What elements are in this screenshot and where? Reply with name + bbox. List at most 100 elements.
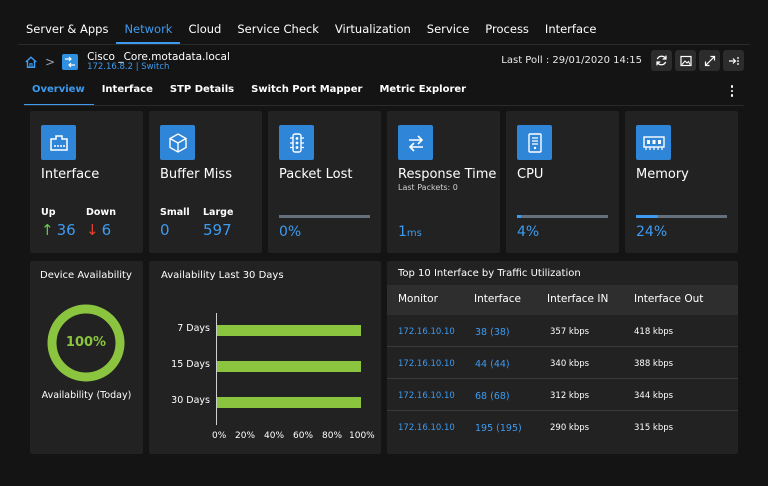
image-icon — [679, 55, 692, 66]
device-name[interactable]: Cisco _Core.motadata.local — [87, 51, 230, 64]
table-row[interactable]: 172.16.10.10 38 (38) 357 kbps 418 kbps — [387, 315, 738, 347]
cpu-bar-fill — [517, 215, 521, 218]
top10-interface-panel: Top 10 Interface by Traffic Utilization … — [387, 261, 738, 454]
breadcrumb: > Cisco _Core.motadata.local 172.16.8.2 … — [24, 50, 230, 74]
packet-lost-bar — [279, 215, 370, 218]
response-time-tile[interactable]: Response Time Last Packets: 0 1ms — [387, 111, 500, 253]
tab-switch-port-mapper[interactable]: Switch Port Mapper — [251, 84, 363, 95]
interface-in: 357 kbps — [550, 327, 590, 337]
home-icon[interactable] — [24, 55, 38, 69]
interface-in: 312 kbps — [550, 391, 590, 401]
interface-out: 388 kbps — [634, 359, 674, 369]
nav-network[interactable]: Network — [116, 14, 181, 44]
tile-title: Interface — [41, 167, 100, 182]
large-label: Large — [203, 207, 234, 218]
sub-tabs: Overview Interface STP Details Switch Po… — [24, 82, 475, 106]
down-label: Down — [86, 207, 116, 218]
tile-title: CPU — [517, 167, 544, 182]
availability-value: 100% — [65, 335, 107, 350]
nav-process[interactable]: Process — [485, 22, 529, 36]
chevron-right-icon: > — [45, 55, 56, 69]
collapse-panel-icon — [728, 56, 739, 65]
response-time-value: 1ms — [398, 224, 422, 240]
interface-link[interactable]: 195 (195) — [475, 423, 522, 434]
interface-out: 344 kbps — [634, 391, 674, 401]
nav-service-check[interactable]: Service Check — [237, 22, 319, 36]
nav-cloud[interactable]: Cloud — [188, 22, 222, 36]
interface-out: 418 kbps — [634, 327, 674, 337]
monitor-link[interactable]: 172.16.10.10 — [398, 423, 455, 433]
table-row[interactable]: 172.16.10.10 195 (195) 290 kbps 315 kbps — [387, 411, 738, 443]
cpu-tile[interactable]: CPU 4% — [506, 111, 619, 253]
image-button[interactable] — [675, 50, 696, 71]
bar[interactable] — [217, 325, 361, 336]
table-header: Monitor Interface Interface IN Interface… — [387, 285, 738, 315]
device-availability-panel: Device Availability 100% Availability (T… — [30, 261, 143, 454]
bar[interactable] — [217, 361, 361, 372]
interface-link[interactable]: 38 (38) — [475, 327, 510, 338]
up-count[interactable]: ↑ 36 — [41, 221, 76, 239]
col-interface[interactable]: Interface — [474, 293, 522, 305]
header-divider — [18, 44, 750, 45]
memory-value: 24% — [636, 224, 668, 240]
arrow-down-icon: ↓ — [86, 221, 99, 239]
monitor-link[interactable]: 172.16.10.10 — [398, 327, 455, 337]
refresh-button[interactable] — [651, 50, 672, 71]
cpu-bar — [517, 215, 608, 218]
subtabs-divider — [24, 105, 744, 106]
traffic-light-icon — [279, 125, 314, 160]
up-label: Up — [41, 207, 56, 218]
nav-virtualization[interactable]: Virtualization — [334, 22, 411, 36]
x-tick-label: 100% — [349, 431, 375, 441]
table-row[interactable]: 172.16.10.10 68 (68) 312 kbps 344 kbps — [387, 379, 738, 411]
x-tick-label: 60% — [293, 431, 314, 441]
nav-service[interactable]: Service — [426, 22, 470, 36]
x-tick-label: 80% — [322, 431, 343, 441]
tile-title: Response Time — [398, 167, 497, 182]
switch-icon — [62, 54, 79, 70]
interface-link[interactable]: 44 (44) — [475, 359, 510, 370]
tab-stp-details[interactable]: STP Details — [169, 84, 235, 95]
nav-interface[interactable]: Interface — [544, 22, 597, 36]
col-interface-in[interactable]: Interface IN — [547, 293, 609, 305]
chart-area: 7 Days 15 Days 30 Days 0% 20% 40% 60% 80% 100% — [149, 261, 381, 454]
bar-label: 7 Days — [177, 322, 210, 334]
down-count[interactable]: ↓ 6 — [86, 221, 112, 239]
monitor-link[interactable]: 172.16.10.10 — [398, 391, 455, 401]
buffer-miss-tile[interactable]: Buffer Miss Small Large 0 597 — [149, 111, 262, 253]
swap-arrows-icon — [398, 125, 433, 160]
expand-button[interactable] — [699, 50, 720, 71]
interface-tile[interactable]: Interface Up Down ↑ 36 ↓ 6 — [30, 111, 143, 253]
tab-overview[interactable]: Overview — [24, 82, 94, 106]
interface-link[interactable]: 68 (68) — [475, 391, 510, 402]
bar-label: 30 Days — [171, 394, 210, 406]
tile-title: Packet Lost — [279, 167, 353, 182]
cpu-value: 4% — [517, 224, 540, 240]
nav-server-apps[interactable]: Server & Apps — [26, 22, 109, 36]
col-monitor[interactable]: Monitor — [398, 293, 438, 305]
bar[interactable] — [217, 397, 361, 408]
x-tick-label: 0% — [212, 431, 227, 441]
availability-donut[interactable] — [45, 302, 127, 384]
availability-caption: Availability (Today) — [41, 390, 132, 401]
monitor-link[interactable]: 172.16.10.10 — [398, 359, 455, 369]
panel-title: Device Availability — [40, 270, 132, 281]
packet-lost-tile[interactable]: Packet Lost 0% — [268, 111, 381, 253]
chart-title: Availability Last 30 Days — [161, 270, 284, 281]
refresh-icon — [656, 55, 667, 66]
table-row[interactable]: 172.16.10.10 44 (44) 340 kbps 388 kbps — [387, 347, 738, 379]
tab-interface[interactable]: Interface — [101, 84, 153, 95]
bar-label: 15 Days — [171, 358, 210, 370]
interface-in: 340 kbps — [550, 359, 590, 369]
large-value: 597 — [203, 221, 232, 239]
availability-30days-panel: Availability Last 30 Days 7 Days 15 Days 3… — [149, 261, 381, 454]
tab-metric-explorer[interactable]: Metric Explorer — [379, 84, 467, 95]
col-interface-out[interactable]: Interface Out — [634, 293, 704, 305]
memory-icon — [636, 125, 671, 160]
small-label: Small — [160, 207, 190, 218]
collapse-panel-button[interactable] — [723, 50, 744, 71]
more-options-icon[interactable] — [730, 85, 733, 97]
memory-tile[interactable]: Memory 24% — [625, 111, 738, 253]
device-ip-type: 172.16.8.2 | Switch — [87, 62, 170, 73]
packet-lost-value: 0% — [279, 224, 302, 240]
